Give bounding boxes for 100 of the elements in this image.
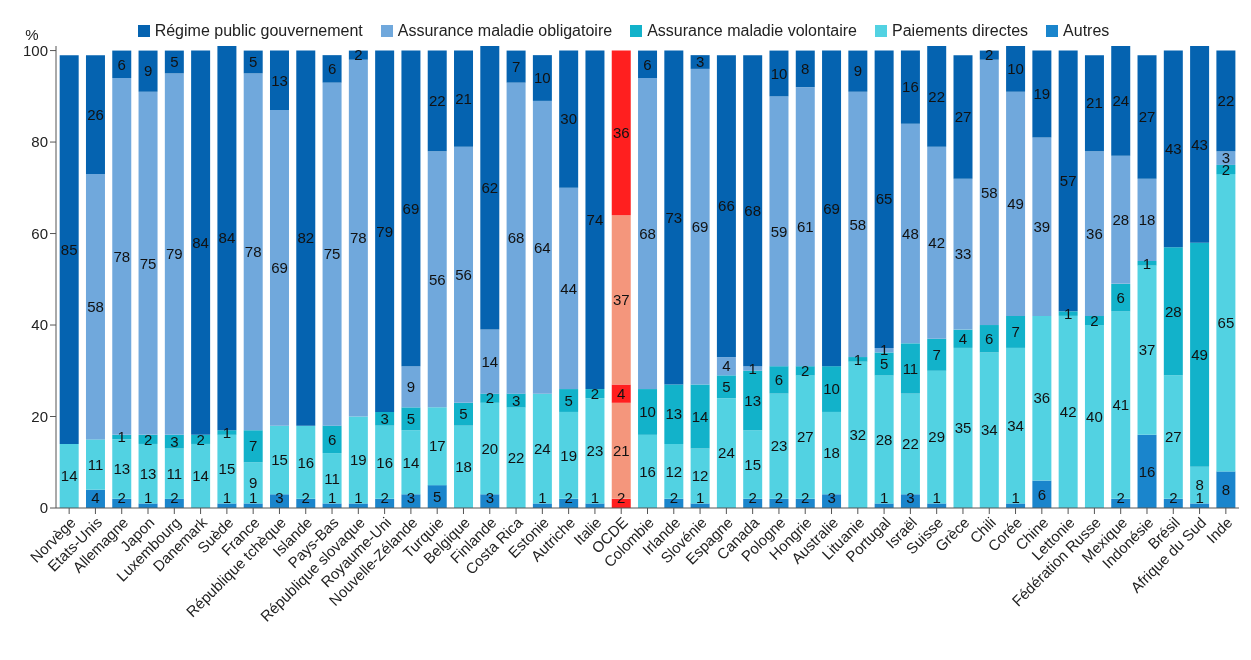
bar [85,439,105,490]
data-label: 3 [906,489,915,507]
bar [375,50,395,412]
bar [85,55,105,175]
data-label: 22 [1217,92,1235,110]
data-label: 14 [481,352,499,370]
bar [138,50,158,92]
data-label: 75 [139,254,157,272]
bar [1163,247,1183,376]
data-label: 35 [954,419,972,437]
data-label: 3 [275,489,284,507]
bar [532,100,552,394]
data-label: 58 [849,215,867,233]
data-label: 28 [875,430,893,448]
bar [1190,242,1210,467]
data-label: 75 [323,245,341,263]
data-label: 22 [507,448,525,466]
data-label: 9 [143,62,153,80]
data-label: 6 [327,430,337,448]
data-label: 28 [1164,302,1182,320]
bar [454,50,474,147]
bar [927,46,947,147]
bar [664,50,684,385]
data-label: 7 [249,437,258,455]
data-label: 21 [1086,94,1103,112]
data-label: 4 [722,357,731,375]
y-tick-label: 20 [31,407,48,425]
data-label: 24 [534,439,551,457]
legend-label: Assurance maladie obligatoire [397,22,613,40]
bar [900,393,920,495]
bar [716,55,736,358]
bar [874,375,894,504]
bar [243,430,263,463]
bar [454,146,474,403]
data-label: 22 [428,92,446,110]
data-label: 2 [354,46,363,64]
bar [1190,46,1210,243]
data-label: 10 [770,64,788,82]
data-label: 13 [113,460,131,478]
bar [138,91,158,435]
bar [1216,50,1236,152]
data-label: 10 [823,380,840,398]
bar [585,398,605,504]
data-label: 65 [875,190,893,208]
bar [611,50,631,216]
data-label: 68 [639,224,656,242]
data-label: 2 [669,489,678,507]
data-label: 14 [691,407,709,425]
bar [848,50,868,92]
y-axis-title: % [25,26,39,43]
bar [927,338,947,371]
data-label: 82 [297,229,315,247]
data-label: 39 [1033,217,1051,235]
data-label: 1 [1063,304,1073,322]
bar [927,146,947,339]
bar [638,389,658,435]
bar [1084,55,1104,152]
data-label: 5 [459,405,468,423]
bar [795,87,815,367]
data-label: 3 [695,53,705,71]
data-label: 15 [218,460,236,478]
data-label: 8 [1221,480,1231,498]
data-label: 1 [222,423,232,441]
bar [690,384,710,449]
data-label: 36 [1033,389,1051,407]
legend-label: Assurance maladie volontaire [647,22,858,40]
bar [716,375,736,399]
bar [322,82,342,426]
data-label: 30 [560,110,578,128]
data-label: 48 [902,224,919,242]
data-label: 78 [113,247,131,265]
data-label: 3 [485,489,494,507]
data-label: 24 [1112,92,1130,110]
data-label: 11 [324,469,340,487]
bar [979,59,999,326]
bar [559,187,579,390]
y-tick-label: 0 [39,499,48,517]
data-label: 3 [380,410,389,428]
bar [480,46,500,330]
data-label: 11 [902,359,919,377]
y-tick-label: 100 [22,41,48,59]
data-label: 1 [590,489,600,507]
data-label: 41 [1112,396,1130,414]
data-label: 7 [1011,323,1020,341]
bar [927,370,947,504]
data-label: 73 [665,208,683,226]
bar [611,384,631,403]
data-label: 36 [1086,224,1103,242]
data-label: 56 [455,265,472,283]
data-label: 34 [980,421,998,439]
data-label: 11 [166,464,183,482]
data-label: 1 [748,359,757,377]
data-label: 44 [560,279,578,297]
data-label: 6 [774,371,784,389]
y-tick-label: 60 [31,224,48,242]
data-label: 4 [958,330,968,347]
bar [822,50,842,367]
bar [454,402,474,426]
data-label: 2 [485,389,494,407]
legend-label: Paiements directes [892,22,1029,40]
